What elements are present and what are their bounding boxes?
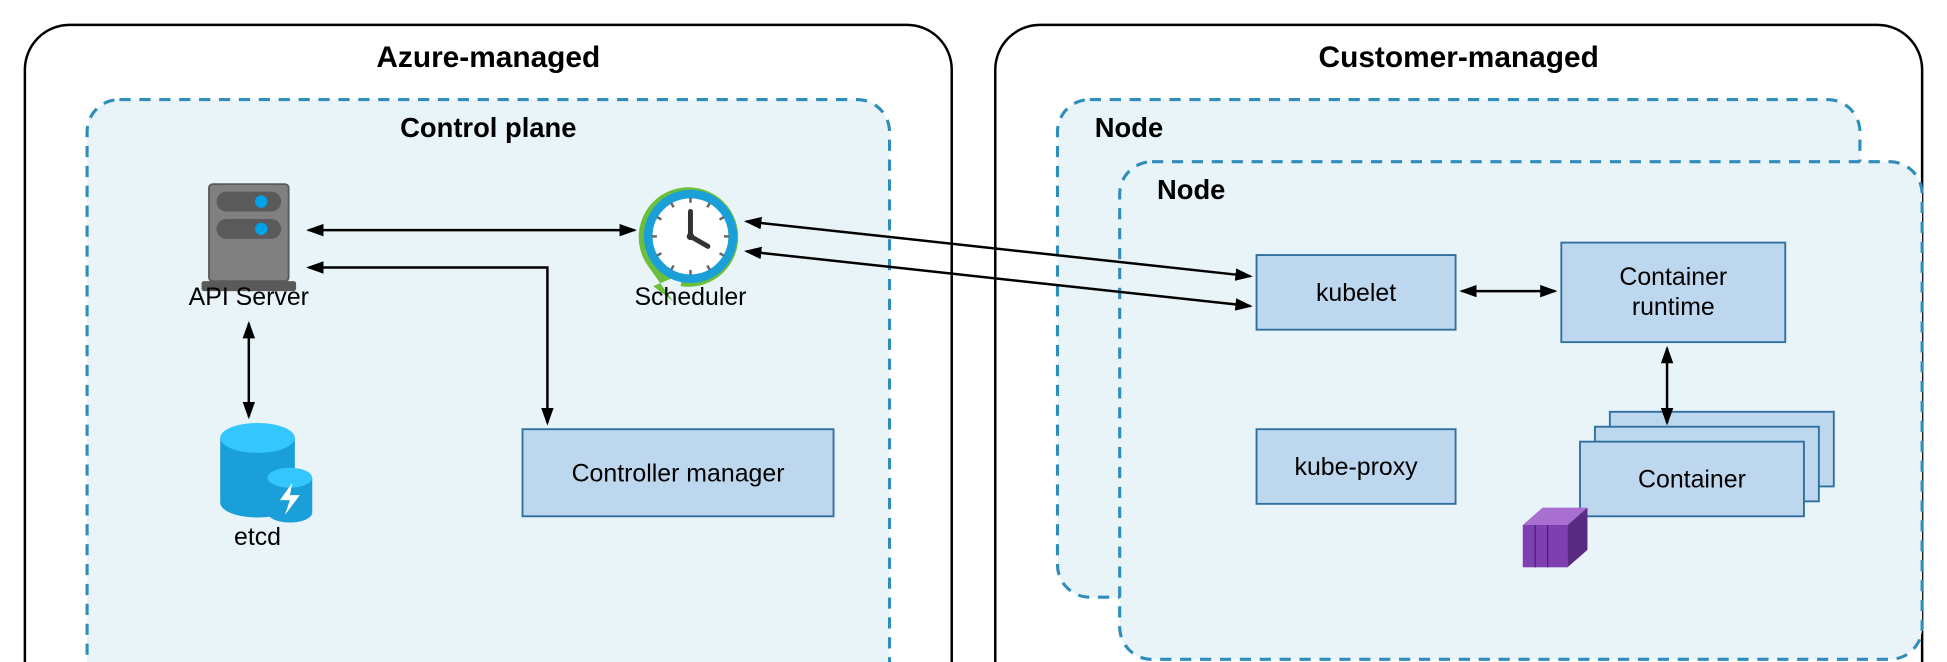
node-panel-front [1120,162,1922,660]
api-server-icon [202,184,297,291]
customer-panel-title: Customer-managed [1319,41,1599,74]
control-plane-panel-title: Control plane [400,112,576,143]
api-server-caption: API Server [189,283,309,311]
etcd-caption: etcd [234,523,281,551]
container-runtime-box-label-1: Container [1619,263,1727,291]
container-cube-icon [1523,508,1588,568]
scheduler-caption: Scheduler [634,283,746,311]
control-plane-panel [87,100,889,662]
kubelet-box-label: kubelet [1316,279,1396,307]
controller-manager-box-label: Controller manager [572,459,785,487]
azure-panel-title: Azure-managed [376,41,600,74]
node-panel-back-title: Node [1095,112,1163,143]
container-box-label: Container [1638,466,1746,494]
kube-proxy-box-label: kube-proxy [1295,453,1419,481]
node-panel-front-title: Node [1157,174,1225,205]
container-runtime-box-label-2: runtime [1632,293,1715,321]
